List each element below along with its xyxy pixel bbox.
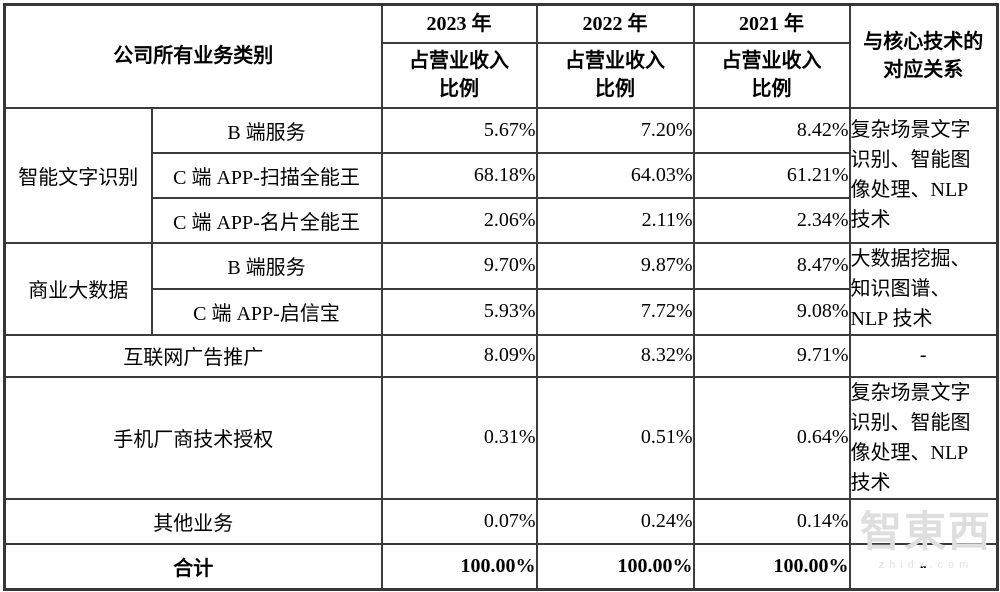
- row-label: C 端 APP-启信宝: [150, 287, 383, 336]
- value-2023: 5.67%: [380, 106, 538, 154]
- table-row: C 端 APP-启信宝 5.93% 7.72% 9.08%: [5, 287, 998, 336]
- table-row: 智能文字识别 B 端服务 5.67% 7.20% 8.42% 复杂场景文字 识别…: [3, 106, 999, 244]
- table-row: 互联网广告推广 8.09% 8.32% 9.71% -: [3, 333, 999, 378]
- row-label: 合计: [3, 542, 383, 591]
- value-2021: 9.71%: [692, 333, 851, 378]
- group-name: 商业大数据: [3, 241, 153, 336]
- table-row: 其他业务 0.07% 0.24% 0.14% -: [3, 497, 999, 545]
- value-2022: 7.20%: [535, 106, 695, 154]
- group-name: 智能文字识别: [3, 106, 153, 244]
- value-2023: 2.06%: [380, 196, 538, 244]
- tech-relation-cell: -: [848, 333, 999, 378]
- tech-relation-cell: 复杂场景文字 识别、智能图 像处理、NLP 技术: [848, 106, 999, 244]
- header-year-2021: 2021 年: [692, 3, 851, 44]
- table-row: 商业大数据 B 端服务 9.70% 9.87% 8.47% 大数据挖掘、 知识图…: [3, 241, 999, 336]
- value-2023: 8.09%: [380, 333, 538, 378]
- tech-relation-cell: 大数据挖掘、 知识图谱、 NLP 技术: [848, 241, 999, 336]
- value-2022: 0.51%: [535, 375, 695, 500]
- value-2021: 100.00%: [692, 542, 851, 591]
- value-2023: 0.31%: [380, 375, 538, 500]
- value-2022: 8.32%: [535, 333, 695, 378]
- header-tech-relation: 与核心技术的 对应关系: [848, 3, 999, 109]
- value-2023: 5.93%: [380, 287, 538, 336]
- value-2022: 64.03%: [535, 151, 695, 199]
- header-sub-2023: 占营业收入 比例: [380, 41, 538, 109]
- value-2023: 100.00%: [380, 542, 538, 591]
- table-row: C 端 APP-扫描全能王 68.18% 64.03% 61.21%: [5, 151, 998, 199]
- business-revenue-table: 公司所有业务类别 2023 年 2022 年 2021 年 与核心技术的 对应关…: [3, 3, 999, 591]
- value-2021: 0.64%: [692, 375, 851, 500]
- header-year-2023: 2023 年: [380, 3, 538, 44]
- header-category: 公司所有业务类别: [3, 3, 383, 109]
- total-row: 合计 100.00% 100.00% 100.00% -: [3, 542, 999, 591]
- table-row: C 端 APP-名片全能王 2.06% 2.11% 2.34%: [5, 196, 998, 244]
- value-2021: 2.34%: [692, 196, 851, 244]
- value-2021: 61.21%: [692, 151, 851, 199]
- tech-relation-cell: -: [848, 497, 999, 545]
- table-row: 手机厂商技术授权 0.31% 0.51% 0.64% 复杂场景文字 识别、智能图…: [3, 375, 999, 500]
- value-2023: 68.18%: [380, 151, 538, 199]
- value-2022: 2.11%: [535, 196, 695, 244]
- row-label: C 端 APP-名片全能王: [150, 196, 383, 244]
- row-label: 手机厂商技术授权: [3, 375, 383, 500]
- value-2022: 7.72%: [535, 287, 695, 336]
- value-2021: 8.42%: [692, 106, 851, 154]
- value-2021: 9.08%: [692, 287, 851, 336]
- value-2022: 100.00%: [535, 542, 695, 591]
- tech-relation-cell: -: [848, 542, 999, 591]
- header-sub-2022: 占营业收入 比例: [535, 41, 695, 109]
- value-2023: 9.70%: [380, 241, 538, 290]
- value-2021: 8.47%: [692, 241, 851, 290]
- value-2022: 9.87%: [535, 241, 695, 290]
- row-label: 互联网广告推广: [3, 333, 383, 378]
- value-2022: 0.24%: [535, 497, 695, 545]
- row-label: B 端服务: [150, 106, 383, 154]
- header-year-2022: 2022 年: [535, 3, 695, 44]
- value-2023: 0.07%: [380, 497, 538, 545]
- value-2021: 0.14%: [692, 497, 851, 545]
- row-label: B 端服务: [150, 241, 383, 290]
- row-label: C 端 APP-扫描全能王: [150, 151, 383, 199]
- row-label: 其他业务: [3, 497, 383, 545]
- header-sub-2021: 占营业收入 比例: [692, 41, 851, 109]
- tech-relation-cell: 复杂场景文字 识别、智能图 像处理、NLP 技术: [848, 375, 999, 500]
